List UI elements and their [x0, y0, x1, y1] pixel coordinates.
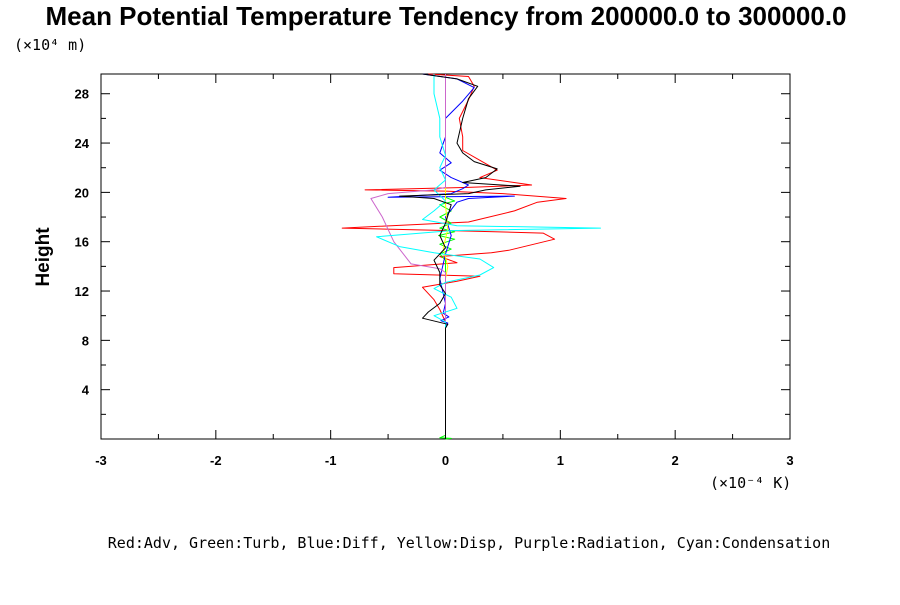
series-layer [341, 73, 601, 440]
x-tick-label: 2 [672, 453, 679, 468]
y-tick-label: 8 [82, 333, 89, 348]
x-tick-label: 3 [786, 453, 793, 468]
x-tick-label: 0 [442, 453, 449, 468]
series-line-total [399, 73, 521, 439]
x-tick-label: -1 [325, 453, 337, 468]
series-line-condensation [376, 74, 601, 439]
x-tick-label: 1 [557, 453, 564, 468]
x-unit-label: (×10⁻⁴ K) [710, 474, 791, 492]
x-tick-label: -3 [95, 453, 107, 468]
legend: Red:Adv, Green:Turb, Blue:Diff, Yellow:D… [108, 534, 830, 552]
y-tick-label: 20 [75, 185, 89, 200]
y-tick-label: 4 [82, 383, 90, 398]
y-axis-label: Height [33, 227, 54, 287]
y-tick-label: 24 [75, 136, 90, 151]
series-line-radiation [370, 74, 446, 439]
series-line-adv [341, 73, 567, 439]
x-tick-label: -2 [210, 453, 222, 468]
chart-title: Mean Potential Temperature Tendency from… [45, 1, 846, 31]
y-tick-label: 12 [75, 284, 89, 299]
series-line-diff [387, 73, 515, 439]
y-unit-label: (×10⁴ m) [14, 36, 86, 54]
y-tick-label: 16 [75, 235, 89, 250]
y-tick-label: 28 [75, 87, 89, 102]
